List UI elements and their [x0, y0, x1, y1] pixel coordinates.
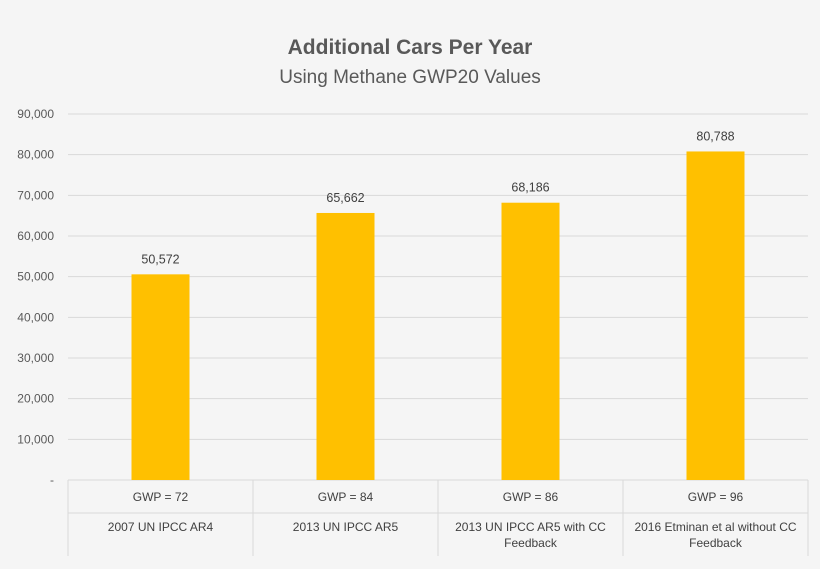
bar — [131, 274, 190, 480]
y-tick-label: 10,000 — [17, 432, 54, 446]
category-label-gwp: GWP = 84 — [318, 490, 374, 504]
y-tick-label: 30,000 — [17, 351, 54, 365]
y-tick-label: 20,000 — [17, 392, 54, 406]
category-label-source: Feedback — [689, 536, 743, 550]
bar — [316, 212, 375, 480]
category-label-source: Feedback — [504, 536, 558, 550]
y-tick-label: - — [50, 473, 54, 487]
bar — [686, 151, 745, 480]
y-tick-label: 80,000 — [17, 148, 54, 162]
data-label: 65,662 — [326, 191, 364, 205]
category-label-source: 2013 UN IPCC AR5 with CC — [455, 520, 606, 534]
category-label-source: 2007 UN IPCC AR4 — [108, 520, 214, 534]
chart-subtitle: Using Methane GWP20 Values — [279, 67, 541, 88]
category-label-source: 2013 UN IPCC AR5 — [293, 520, 399, 534]
data-label: 68,186 — [511, 181, 549, 195]
y-tick-label: 40,000 — [17, 310, 54, 324]
category-label-gwp: GWP = 96 — [688, 490, 744, 504]
y-tick-label: 90,000 — [17, 107, 54, 121]
data-label: 50,572 — [141, 252, 179, 266]
data-label: 80,788 — [696, 129, 734, 143]
y-tick-label: 50,000 — [17, 270, 54, 284]
chart-title: Additional Cars Per Year — [287, 36, 533, 59]
category-label-gwp: GWP = 86 — [503, 490, 559, 504]
y-tick-label: 60,000 — [17, 229, 54, 243]
y-tick-label: 70,000 — [17, 188, 54, 202]
category-label-gwp: GWP = 72 — [133, 490, 189, 504]
bar — [501, 202, 560, 480]
category-label-source: 2016 Etminan et al without CC — [634, 520, 796, 534]
